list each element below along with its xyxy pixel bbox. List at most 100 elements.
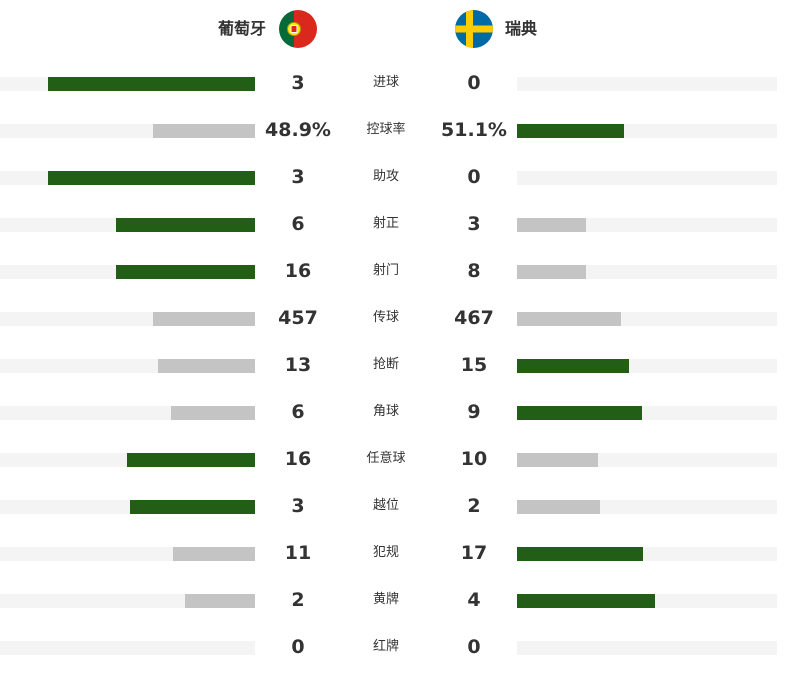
stat-row: 48.9% 控球率 51.1% — [0, 115, 788, 162]
home-team-name[interactable]: 葡萄牙 — [217, 19, 266, 38]
stat-label: 控球率 — [366, 122, 406, 137]
away-stat-value: 9 — [467, 401, 481, 423]
home-stat-bar — [116, 265, 255, 279]
home-stat-value: 6 — [291, 213, 305, 235]
home-stat-value: 2 — [291, 589, 305, 611]
away-stat-track — [517, 171, 777, 185]
home-stat-bar — [153, 124, 255, 138]
stat-row: 16 射门 8 — [0, 256, 788, 303]
away-stat-track — [517, 594, 777, 608]
stat-label: 射正 — [372, 216, 399, 231]
home-stat-track — [0, 641, 255, 655]
home-stat-track — [0, 312, 255, 326]
home-stat-track — [0, 359, 255, 373]
away-stat-value: 10 — [460, 448, 488, 470]
home-stat-bar — [158, 359, 255, 373]
home-stat-bar — [185, 594, 255, 608]
stat-label: 助攻 — [372, 169, 399, 184]
away-stat-track — [517, 124, 777, 138]
home-stat-bar — [48, 77, 255, 91]
stat-label: 射门 — [372, 263, 399, 278]
home-stat-value: 11 — [284, 542, 312, 564]
stat-label: 抢断 — [372, 357, 399, 372]
away-stat-bar — [517, 594, 655, 608]
home-stat-track — [0, 594, 255, 608]
away-stat-track — [517, 265, 777, 279]
home-stat-track — [0, 171, 255, 185]
stat-label: 进球 — [372, 75, 399, 90]
away-stat-bar — [517, 500, 600, 514]
away-team-name[interactable]: 瑞典 — [505, 19, 538, 38]
away-stat-bar — [517, 312, 621, 326]
away-stat-bar — [517, 547, 643, 561]
away-stat-track — [517, 453, 777, 467]
home-stat-bar — [127, 453, 255, 467]
stat-row: 11 犯规 17 — [0, 538, 788, 585]
away-stat-track — [517, 641, 777, 655]
home-stat-value: 3 — [291, 72, 305, 94]
away-stat-bar — [517, 359, 629, 373]
stat-row: 3 越位 2 — [0, 491, 788, 538]
match-header: 葡萄牙 瑞典 — [0, 0, 788, 60]
home-stat-track — [0, 218, 255, 232]
stat-row: 3 进球 0 — [0, 68, 788, 115]
home-stat-track — [0, 547, 255, 561]
away-stat-value: 8 — [467, 260, 481, 282]
away-stat-track — [517, 218, 777, 232]
stat-label: 任意球 — [366, 451, 406, 466]
sweden-flag-icon[interactable] — [455, 10, 493, 48]
away-stat-track — [517, 77, 777, 91]
stat-label: 犯规 — [372, 545, 399, 560]
home-stat-value: 48.9% — [265, 119, 331, 141]
home-stat-value: 13 — [284, 354, 312, 376]
stat-row: 6 角球 9 — [0, 397, 788, 444]
away-stat-track — [517, 406, 777, 420]
stat-row: 13 抢断 15 — [0, 350, 788, 397]
home-stat-track — [0, 406, 255, 420]
home-stat-track — [0, 453, 255, 467]
away-stat-bar — [517, 453, 598, 467]
away-stat-bar — [517, 124, 624, 138]
home-stat-track — [0, 500, 255, 514]
away-stat-track — [517, 500, 777, 514]
away-stat-bar — [517, 218, 586, 232]
home-stat-bar — [153, 312, 255, 326]
stat-label: 角球 — [372, 404, 399, 419]
away-stat-value: 0 — [467, 636, 481, 658]
home-stat-bar — [173, 547, 255, 561]
away-stat-bar — [517, 406, 642, 420]
away-stat-value: 2 — [467, 495, 481, 517]
home-stat-value: 3 — [291, 166, 305, 188]
stat-row: 457 传球 467 — [0, 303, 788, 350]
home-stat-value: 16 — [284, 448, 312, 470]
away-stat-value: 4 — [467, 589, 481, 611]
home-stat-value: 16 — [284, 260, 312, 282]
home-stat-value: 3 — [291, 495, 305, 517]
home-stat-track — [0, 265, 255, 279]
home-stat-bar — [171, 406, 255, 420]
away-stat-bar — [517, 265, 586, 279]
away-stat-value: 17 — [460, 542, 488, 564]
away-stat-value: 0 — [467, 72, 481, 94]
stat-row: 0 红牌 0 — [0, 632, 788, 679]
stat-label: 越位 — [372, 498, 399, 513]
stat-row: 6 射正 3 — [0, 209, 788, 256]
away-stat-value: 3 — [467, 213, 481, 235]
portugal-flag-icon[interactable] — [279, 10, 317, 48]
stat-row: 3 助攻 0 — [0, 162, 788, 209]
stat-row: 2 黄牌 4 — [0, 585, 788, 632]
stat-label: 传球 — [372, 310, 399, 325]
away-stat-track — [517, 312, 777, 326]
home-stat-value: 0 — [291, 636, 305, 658]
home-stat-bar — [48, 171, 255, 185]
home-stat-bar — [130, 500, 255, 514]
home-stat-bar — [116, 218, 255, 232]
away-stat-track — [517, 547, 777, 561]
stat-label: 红牌 — [372, 639, 399, 654]
away-stat-value: 0 — [467, 166, 481, 188]
home-stat-value: 457 — [278, 307, 318, 329]
home-stat-track — [0, 124, 255, 138]
away-stat-track — [517, 359, 777, 373]
stat-row: 16 任意球 10 — [0, 444, 788, 491]
away-stat-value: 15 — [460, 354, 488, 376]
